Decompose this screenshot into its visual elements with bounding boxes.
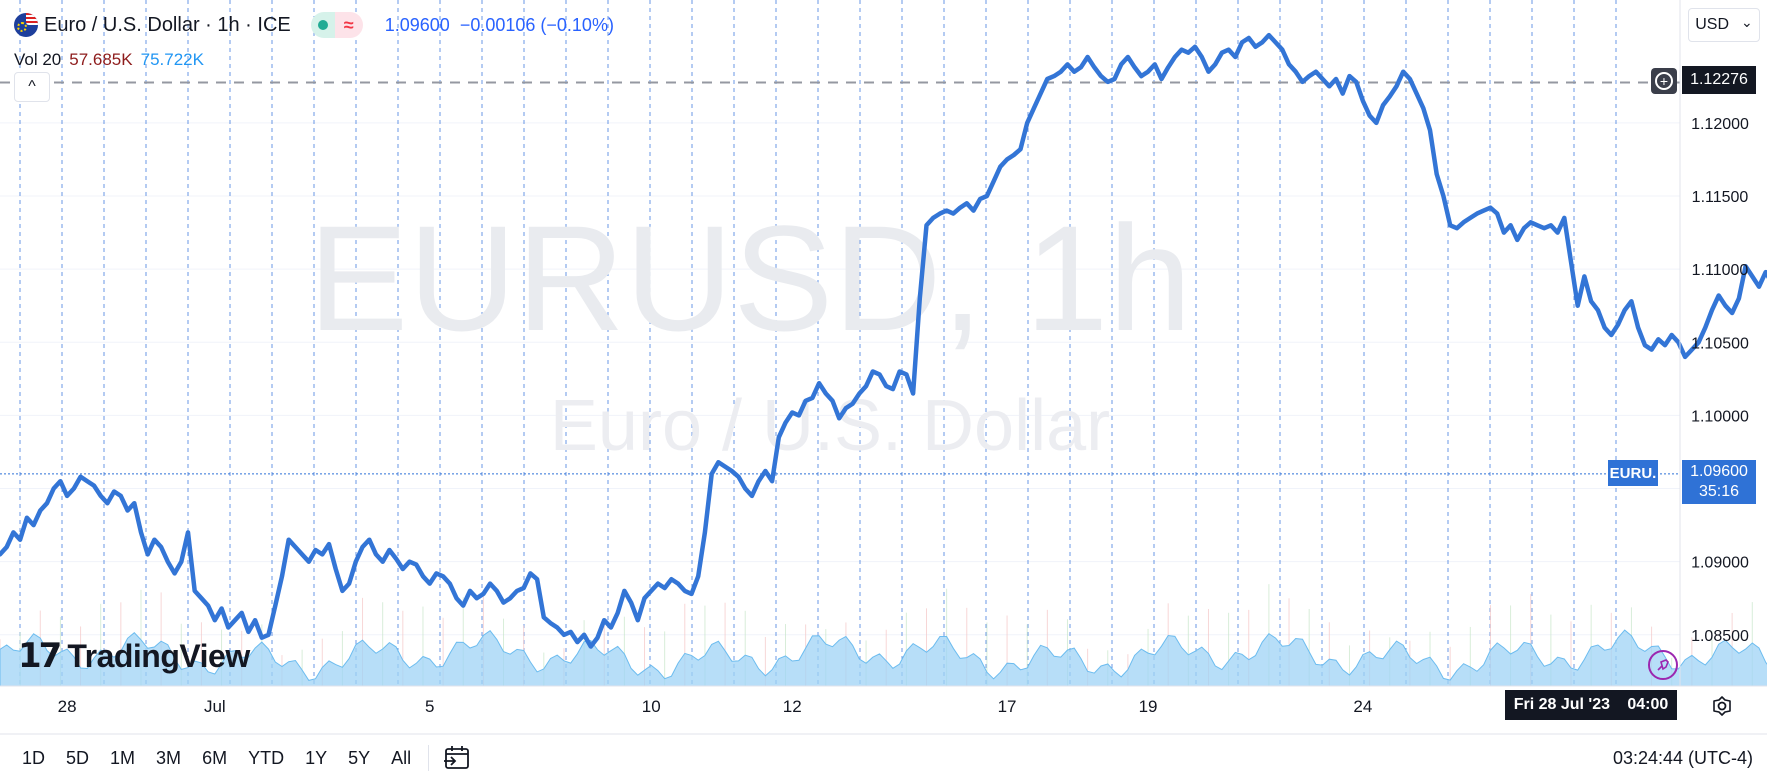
chevron-down-icon: ⌄ — [1741, 13, 1753, 30]
series-name-label: EURU. — [1608, 460, 1658, 486]
legend-last-price: 1.09600 — [384, 14, 450, 35]
chevron-up-icon: ^ — [28, 78, 36, 95]
collapse-legend-button[interactable]: ^ — [14, 72, 50, 102]
gear-icon[interactable] — [1708, 692, 1736, 720]
logo-text: TradingView — [67, 637, 250, 674]
price-series-line — [0, 32, 1767, 649]
last-price-label: 1.09600 35:16 — [1682, 460, 1756, 504]
range-1y[interactable]: 1Y — [305, 747, 328, 768]
tradingview-logo-icon: 17 — [18, 636, 62, 676]
y-tick-label: 1.09000 — [1691, 555, 1749, 572]
bar-countdown: 35:16 — [1698, 483, 1740, 500]
range-6m[interactable]: 6M — [202, 747, 228, 768]
volume-label: Vol 20 — [14, 50, 62, 69]
volume-legend[interactable]: Vol 20 57.685K 75.722K — [14, 48, 204, 72]
rocket-icon[interactable] — [1648, 650, 1678, 680]
divider — [428, 745, 430, 771]
y-tick-label: 1.10500 — [1691, 335, 1749, 352]
y-tick-label: 1.11000 — [1692, 262, 1749, 279]
x-tick-label: 24 — [1353, 697, 1372, 716]
vertical-gridlines — [19, 0, 1617, 686]
crosshair-time-label: Fri 28 Jul '23 04:00 — [1505, 690, 1677, 720]
market-status[interactable]: ≈ — [310, 12, 363, 38]
y-tick-label: 1.10000 — [1691, 408, 1749, 425]
volume-value: 57.685K — [69, 50, 133, 69]
legend-change: −0.00106 (−0.10%) — [459, 14, 614, 35]
timezone-clock[interactable]: 03:24:44 (UTC-4) — [1612, 748, 1753, 768]
crosshair-date: Fri 28 Jul '23 — [1513, 696, 1610, 713]
watermark-symbol: EURUSD, 1h — [308, 194, 1192, 362]
x-tick-label: Jul — [204, 697, 226, 716]
market-open-icon — [310, 12, 335, 38]
tradingview-logo[interactable]: 17 TradingView — [18, 636, 250, 676]
x-tick-label: 19 — [1139, 697, 1158, 716]
last-price-value: 1.09600 — [1690, 463, 1748, 480]
go-to-date-icon[interactable] — [443, 744, 471, 772]
y-tick-label: 1.08500 — [1691, 628, 1749, 645]
plus-circle-icon[interactable]: + — [1651, 68, 1677, 94]
bottom-toolbar: 1D 5D 1M 3M 6M YTD 1Y 5Y All 03:24:44 (U… — [0, 736, 1767, 780]
price-axis: 1.085001.090001.095001.100001.105001.110… — [1691, 116, 1749, 645]
x-tick-label: 5 — [425, 697, 434, 716]
crosshair-price-label: 1.12276 — [1682, 66, 1756, 94]
range-all[interactable]: All — [391, 747, 412, 768]
date-range-list: 1D 5D 1M 3M 6M YTD 1Y 5Y All — [12, 736, 471, 780]
volume-ma-area — [0, 629, 1767, 687]
time-axis: 28Jul5101217192428 — [58, 697, 1628, 716]
y-tick-label: 1.11500 — [1692, 189, 1749, 206]
range-3m[interactable]: 3M — [156, 747, 182, 768]
x-tick-label: 12 — [783, 697, 802, 716]
x-tick-label: 10 — [642, 697, 661, 716]
range-5y[interactable]: 5Y — [348, 747, 371, 768]
crosshair-time: 04:00 — [1627, 696, 1669, 713]
x-tick-label: 28 — [58, 697, 77, 716]
x-tick-label: 17 — [998, 697, 1017, 716]
range-5d[interactable]: 5D — [66, 747, 90, 768]
range-1m[interactable]: 1M — [110, 747, 136, 768]
y-tick-label: 1.12000 — [1691, 116, 1749, 133]
currency-label: USD — [1695, 16, 1730, 33]
range-1d[interactable]: 1D — [22, 747, 46, 768]
volume-ma-value: 75.722K — [140, 50, 204, 69]
horizontal-gridlines — [0, 122, 1680, 636]
symbol-title[interactable]: Euro / U.S. Dollar · 1h · ICE — [44, 13, 291, 36]
currency-select[interactable]: USD ⌄ — [1688, 8, 1760, 42]
symbol-legend[interactable]: Euro / U.S. Dollar · 1h · ICE ≈ 1.09600 … — [14, 10, 614, 40]
delayed-data-icon: ≈ — [334, 12, 363, 38]
eu-us-flag-icon — [14, 13, 38, 37]
range-ytd[interactable]: YTD — [248, 747, 285, 768]
